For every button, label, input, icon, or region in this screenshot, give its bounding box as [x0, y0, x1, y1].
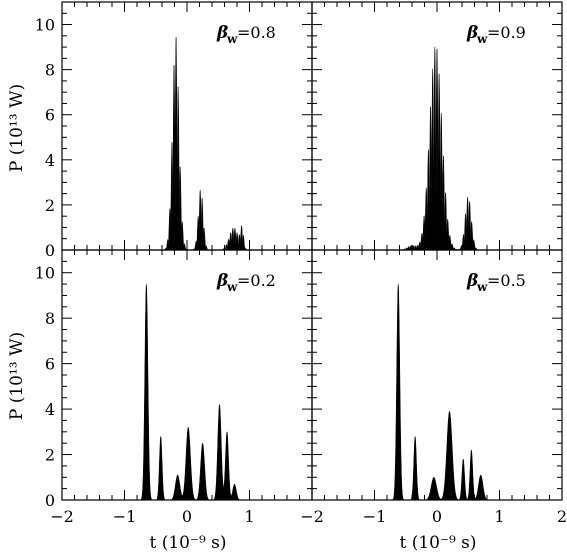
x-tick-label: 2	[557, 507, 567, 526]
power-area-bottom-left	[62, 284, 312, 501]
panel-top-right: βw =0.9	[311, 1, 563, 251]
beta-symbol: β	[466, 23, 478, 43]
beta-subscript: w	[226, 280, 238, 294]
x-axis-title-left: t (10⁻⁹ s)	[149, 533, 226, 553]
panel-top-left: 0 2 4 6 8 10 βw =0.8	[35, 1, 313, 260]
beta-value: =0.5	[487, 271, 526, 290]
panel-label-bottom-left: βw =0.2	[216, 271, 276, 294]
y-tick-label: 4	[45, 151, 55, 170]
x-tick-label: 0	[432, 507, 442, 526]
beta-subscript: w	[226, 32, 238, 46]
beta-symbol: β	[216, 23, 228, 43]
y-tick-label: 8	[45, 309, 55, 328]
y-tick-label: 0	[45, 241, 55, 260]
x-tick-label: 1	[244, 507, 254, 526]
x-tick-label: −1	[113, 507, 137, 526]
panel-bottom-right: −1 0 1 2 βw =0.5	[311, 249, 567, 526]
power-area-top-right	[312, 47, 562, 251]
panel-label-bottom-right: βw =0.5	[466, 271, 526, 294]
y-tick-label: 4	[45, 400, 55, 419]
y-tick-label: 6	[45, 106, 55, 125]
x-tick-label: 1	[494, 507, 504, 526]
beta-value: =0.2	[237, 271, 276, 290]
panel-bottom-left: 0 2 4 6 8 10 −2 −1 0 1 −2 βw =0.2	[35, 249, 324, 526]
beta-subscript: w	[476, 32, 488, 46]
x-tick-label: 0	[182, 507, 192, 526]
beta-symbol: β	[216, 271, 228, 291]
x-tick-label: −2	[300, 507, 324, 526]
beta-value: =0.8	[237, 23, 276, 42]
y-axis-title-bottom: P (10¹³ W)	[7, 332, 27, 420]
x-tick-label: −1	[363, 507, 387, 526]
y-tick-label: 10	[35, 264, 55, 283]
y-tick-label: 10	[35, 16, 55, 35]
y-tick-label: 0	[45, 491, 55, 510]
y-tick-label: 6	[45, 355, 55, 374]
y-tick-label: 8	[45, 61, 55, 80]
x-tick-label: −2	[50, 507, 74, 526]
panel-label-top-right: βw =0.9	[466, 23, 526, 46]
panel-label-top-left: βw =0.8	[216, 23, 276, 46]
y-axis-title-top: P (10¹³ W)	[7, 84, 27, 172]
power-area-top-left	[62, 37, 312, 251]
x-axis-title-right: t (10⁻⁹ s)	[399, 533, 476, 553]
y-tick-label: 2	[45, 196, 55, 215]
beta-subscript: w	[476, 280, 488, 294]
y-tick-label: 2	[45, 446, 55, 465]
power-area-bottom-right	[312, 284, 562, 501]
beta-symbol: β	[466, 271, 478, 291]
beta-value: =0.9	[487, 23, 526, 42]
